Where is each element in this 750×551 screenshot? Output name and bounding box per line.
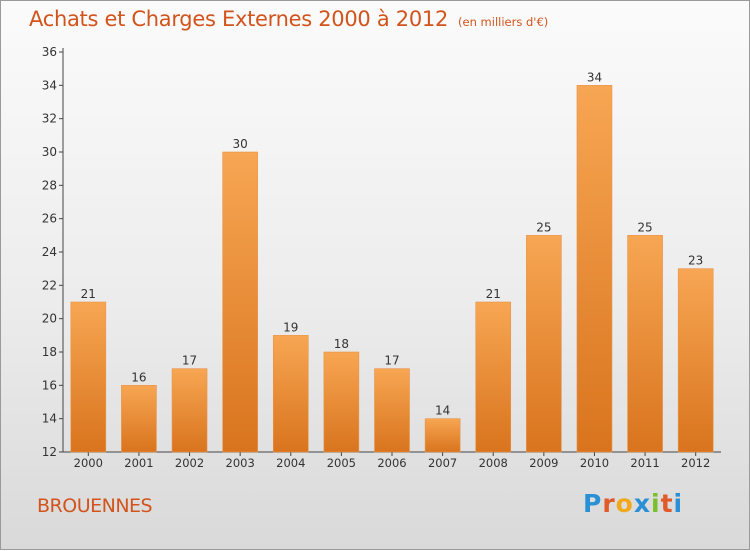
y-tick-label: 26: [42, 212, 57, 226]
data-label-2003: 30: [233, 137, 248, 151]
logo-letter: x: [633, 489, 651, 518]
bar-2008: [475, 301, 512, 453]
x-tick-label-2012: 2012: [681, 456, 710, 470]
bar-2004: [272, 335, 309, 453]
y-tick-label: 16: [42, 378, 57, 392]
data-label-2009: 25: [536, 220, 551, 234]
data-label-2011: 25: [637, 220, 652, 234]
commune-name: BROUENNES: [37, 495, 153, 517]
x-tick-label-2001: 2001: [124, 456, 153, 470]
data-label-2002: 17: [182, 354, 197, 368]
bar-2012: [677, 268, 714, 453]
data-label-2007: 14: [435, 404, 450, 418]
y-tick-label: 28: [42, 178, 57, 192]
x-tick-label-2009: 2009: [529, 456, 558, 470]
x-tick-label-2007: 2007: [428, 456, 457, 470]
bar-2010: [576, 85, 613, 453]
data-label-2010: 34: [587, 70, 602, 84]
x-tick-label-2011: 2011: [630, 456, 659, 470]
x-tick-label-2006: 2006: [377, 456, 406, 470]
axes: 12 14 16 18 20 22 24 26 28 30 32 34 36 2000 2001 2002 20…: [42, 45, 721, 470]
bar-2011: [627, 235, 663, 453]
data-labels: 21 16 17 30 19 18 17 14 21 25 34 25 23: [81, 70, 704, 417]
x-tick-label-2010: 2010: [580, 456, 609, 470]
y-tick-label: 36: [42, 45, 57, 59]
data-label-2005: 18: [334, 337, 349, 351]
x-tick-label-2000: 2000: [74, 456, 103, 470]
x-tick-label-2008: 2008: [479, 456, 508, 470]
chart-title: Achats et Charges Externes 2000 à 2012 (e…: [29, 7, 548, 31]
logo-letter: i: [673, 489, 684, 518]
logo-letter: t: [660, 489, 674, 518]
data-label-2012: 23: [688, 254, 703, 268]
chart-unit: (en milliers d'€): [458, 15, 549, 29]
y-tick-label: 30: [42, 145, 57, 159]
bar-2000: [70, 301, 107, 453]
proxiti-logo[interactable]: Proxiti: [583, 489, 683, 518]
y-tick-label: 20: [42, 312, 57, 326]
chart-title-text: Achats et Charges Externes 2000 à 2012: [29, 7, 449, 31]
y-tick-label: 22: [42, 278, 57, 292]
bar-2005: [323, 351, 360, 453]
bar-2003: [222, 151, 258, 453]
logo-letter: o: [615, 489, 634, 518]
x-tick-label-2005: 2005: [327, 456, 356, 470]
logo-letter: r: [602, 489, 616, 518]
bars: [70, 85, 714, 453]
bar-2007: [424, 418, 461, 453]
y-tick-label: 14: [42, 412, 57, 426]
logo-letter: i: [651, 489, 661, 518]
x-tick-label-2004: 2004: [276, 456, 305, 470]
bar-2002: [171, 368, 208, 453]
logo-letter: P: [583, 489, 603, 518]
bar-2001: [121, 385, 157, 453]
x-tick-label-2002: 2002: [175, 456, 204, 470]
data-label-2006: 17: [384, 354, 399, 368]
bar-2006: [374, 368, 410, 453]
y-tick-label: 12: [42, 445, 57, 459]
y-tick-label: 34: [42, 78, 57, 92]
y-tick-label: 32: [42, 112, 57, 126]
x-tick-label-2003: 2003: [226, 456, 255, 470]
data-label-2008: 21: [486, 287, 501, 301]
data-label-2001: 16: [131, 370, 146, 384]
bar-2009: [526, 235, 562, 453]
y-tick-label: 18: [42, 345, 57, 359]
data-label-2000: 21: [81, 287, 96, 301]
data-label-2004: 19: [283, 320, 298, 334]
y-tick-label: 24: [42, 245, 57, 259]
